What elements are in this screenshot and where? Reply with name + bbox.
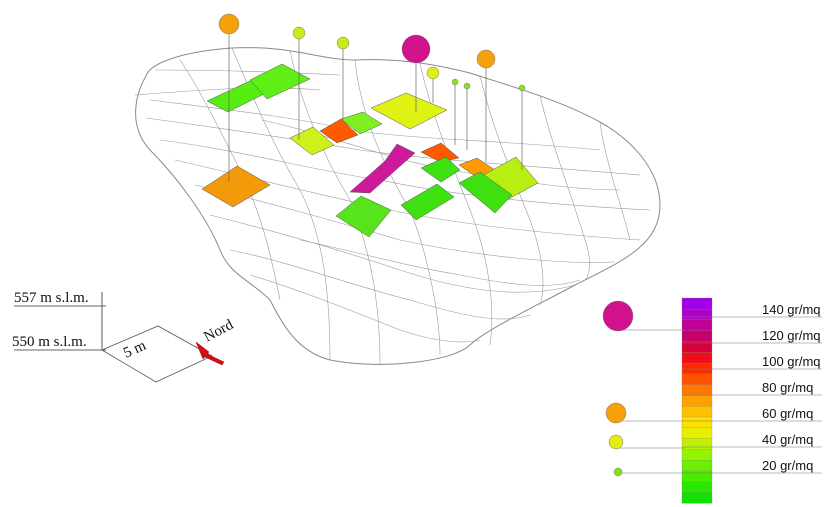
legend-swatch — [681, 308, 713, 321]
legend-tick-label: 40 gr/mq — [762, 432, 813, 447]
legend-marker-tiny — [613, 467, 623, 477]
grid-line — [134, 87, 321, 96]
concentration-marker — [336, 36, 350, 50]
grid-line — [229, 249, 531, 320]
legend-swatch — [681, 362, 713, 374]
grid-line — [289, 49, 381, 366]
concentration-marker — [218, 13, 240, 35]
legend-swatch — [681, 297, 713, 310]
legend-swatch — [681, 319, 713, 331]
terrain-cell — [349, 143, 416, 194]
elevation-scale: 557 m s.l.m. 550 m s.l.m. — [12, 290, 106, 351]
legend-ticks: 140 gr/mq 120 gr/mq 100 gr/mq 80 gr/mq 60 gr… — [682, 302, 822, 474]
legend-swatch — [681, 459, 713, 472]
terrain-cell — [201, 165, 271, 208]
grid-line — [145, 117, 641, 176]
scale-and-north: 5 m Nord — [101, 317, 237, 383]
north-arrow-icon — [195, 341, 225, 366]
concentration-marker — [426, 66, 440, 80]
concentration-marker — [476, 49, 496, 69]
concentration-marker — [463, 82, 471, 90]
color-scale-bar — [681, 297, 713, 504]
scale-distance-label: 5 m — [121, 338, 149, 362]
concentration-marker — [518, 84, 526, 92]
legend-swatch — [681, 427, 713, 439]
elevation-top-label: 557 m s.l.m. — [14, 290, 89, 306]
concentration-marker — [401, 34, 431, 64]
legend-marker-small — [608, 434, 624, 450]
elevation-bottom-label: 550 m s.l.m. — [12, 334, 87, 350]
marker-stems — [228, 34, 523, 182]
grid-line — [209, 214, 576, 293]
grid-line — [299, 239, 581, 286]
legend-marker-large — [602, 300, 634, 332]
legend-swatch — [681, 330, 713, 342]
concentration-legend: 140 gr/mq 120 gr/mq 100 gr/mq 80 gr/mq 60 gr… — [602, 297, 822, 504]
concentration-markers — [218, 13, 526, 92]
grid-line — [599, 121, 631, 241]
legend-swatch — [681, 492, 713, 504]
terrain-cell — [400, 183, 455, 221]
terrain-cell — [370, 92, 448, 130]
legend-swatch — [681, 470, 713, 482]
terrain-cells — [201, 63, 539, 238]
terrain-cell — [289, 126, 335, 156]
legend-swatch — [681, 351, 713, 364]
legend-tick-label: 80 gr/mq — [762, 380, 813, 395]
legend-swatch — [681, 416, 713, 428]
grid-line — [249, 274, 481, 343]
legend-tick-label: 120 gr/mq — [762, 328, 821, 343]
legend-tick-label: 100 gr/mq — [762, 354, 821, 369]
legend-swatch — [681, 405, 713, 418]
legend-swatch — [681, 373, 713, 385]
terrain-cell — [420, 142, 460, 163]
terrain-cell — [335, 195, 392, 238]
concentration-marker — [292, 26, 306, 40]
scale-square — [101, 325, 213, 383]
terrain-cell — [458, 171, 513, 214]
legend-marker-sizes — [602, 300, 684, 477]
terrain-cell — [420, 156, 461, 183]
legend-swatch — [681, 394, 713, 407]
grid-line — [479, 74, 544, 306]
legend-swatch — [681, 384, 713, 396]
legend-tick-label: 60 gr/mq — [762, 406, 813, 421]
legend-tick-label: 20 gr/mq — [762, 458, 813, 473]
terrain-mesh — [134, 13, 661, 366]
terrain-cell — [249, 63, 311, 100]
concentration-marker — [451, 78, 459, 86]
legend-swatch — [681, 438, 713, 450]
legend-marker-medium — [605, 402, 627, 424]
grid-line — [539, 94, 590, 281]
north-label: Nord — [201, 317, 236, 346]
terrain-cell — [319, 118, 359, 144]
terrain-cell — [340, 111, 383, 135]
legend-swatch — [681, 481, 713, 493]
grid-line — [194, 184, 616, 263]
terrain-grid — [134, 47, 651, 366]
legend-tick-label: 140 gr/mq — [762, 302, 821, 317]
legend-swatch — [681, 448, 713, 461]
grid-line — [154, 69, 341, 76]
